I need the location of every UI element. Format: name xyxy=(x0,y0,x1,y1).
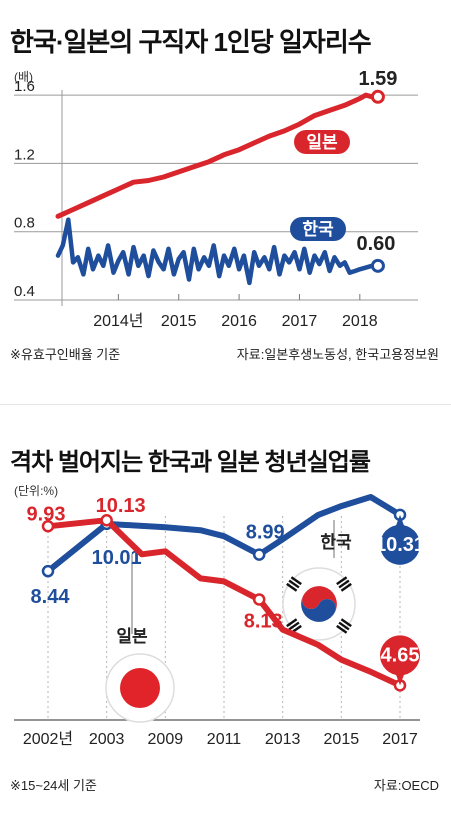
chart2-japan-line xyxy=(45,517,403,689)
chart1-korea-series-label: 한국 xyxy=(302,220,334,239)
chart1-japan-series-label: 일본 xyxy=(306,133,338,152)
chart2-korea-end-badge xyxy=(380,524,420,565)
korea-flag-trigram-bar xyxy=(290,576,302,586)
chart2-x-tick-label: 2015 xyxy=(324,731,360,748)
chart1-korea-end-point xyxy=(370,258,385,273)
chart2-korea-value-label: 10.01 xyxy=(92,547,142,569)
chart2-x-tick-label: 2017 xyxy=(382,731,418,748)
chart1-unit-label: (배) xyxy=(14,70,34,84)
chart1-y-tick-label: 1.6 xyxy=(14,78,35,95)
chart1-note: ※유효구인배율 기준 xyxy=(10,347,121,362)
korea-flag-trigram-bar xyxy=(288,621,300,631)
chart2-title: 격차 벌어지는 한국과 일본 청년실업률 xyxy=(10,449,371,476)
korea-flag-trigram-bar xyxy=(340,582,352,592)
chart2-japan-value-label: 8.13 xyxy=(244,610,283,632)
korea-flag-trigram-bar xyxy=(338,579,350,589)
chart1-y-tick-label: 0.4 xyxy=(14,283,35,300)
chart1-japan-end-value: 1.59 xyxy=(358,68,397,90)
chart2-japan-value-label: 10.13 xyxy=(96,495,146,517)
chart2-note: ※15~24세 기준 xyxy=(10,778,97,793)
chart2-source: 자료:OECD xyxy=(373,778,439,793)
chart2-panel: 격차 벌어지는 한국과 일본 청년실업률 (단위:%) 2002년 2003 200… xyxy=(0,420,451,816)
korea-flag-trigram-bar xyxy=(338,621,350,631)
chart2-japan-series-label: 일본 xyxy=(116,627,148,646)
chart1-korea-name-pill xyxy=(290,217,346,241)
korea-flag-trigram xyxy=(336,618,352,634)
chart2-korea-point xyxy=(41,564,55,578)
chart1-korea-end-value: 0.60 xyxy=(356,233,395,255)
korea-flag-trigram xyxy=(336,576,352,592)
chart1-panel: 한국·일본의 구직자 1인당 일자리수 (배) 0.4 0.8 1.2 1.6 2014… xyxy=(0,0,451,380)
chart2-korea-series-label: 한국 xyxy=(320,533,352,552)
chart1-x-tick-label: 2016 xyxy=(221,313,257,330)
korea-flag-trigram-bar xyxy=(336,576,348,586)
chart2-korea-end-value: 10.31 xyxy=(375,534,425,556)
korea-flag-trigram-bar xyxy=(340,618,352,628)
chart1-y-tick-label: 0.8 xyxy=(14,215,35,232)
chart1-korea-line xyxy=(55,217,381,286)
chart2-japan-end-value: 4.65 xyxy=(381,644,420,666)
chart2-korea-value-label: 8.99 xyxy=(246,522,285,544)
chart1-x-tick-label: 2014년 xyxy=(93,312,143,330)
chart1-japan-end-point xyxy=(370,89,385,104)
chart1-x-tick-label: 2015 xyxy=(161,313,197,330)
chart2-x-tick-label: 2011 xyxy=(207,731,242,748)
chart1-source: 자료:일본후생노동성, 한국고용정보원 xyxy=(236,347,439,362)
korea-flag-trigram-bar xyxy=(286,618,298,628)
chart2-x-tick-label: 2013 xyxy=(265,731,301,748)
chart2-japan-point xyxy=(252,593,266,606)
chart2-x-tick-label: 2009 xyxy=(148,731,184,748)
japan-flag-sun xyxy=(120,668,160,708)
chart1-japan-name-pill xyxy=(294,130,350,154)
korea-flag-trigram-bar xyxy=(288,579,300,589)
chart2-x-tick-label: 2003 xyxy=(89,731,125,748)
chart2-japan-end-badge xyxy=(380,635,420,676)
chart1-japan-line xyxy=(55,92,381,219)
chart2-korea-value-label: 8.44 xyxy=(31,586,71,608)
korea-flag-trigram-bar xyxy=(336,624,348,634)
chart1-svg: 0.4 0.8 1.2 1.6 2014년 2015 2016 2017 2018 1.59 일본 0… xyxy=(14,68,418,330)
panel-separator xyxy=(0,404,451,405)
chart2-japan-point xyxy=(100,513,113,527)
chart2-korea-point xyxy=(252,548,266,561)
korea-flag-taegeuk-blue xyxy=(301,596,336,622)
chart2-svg: 2002년 2003 2009 2011 2013 2015 2017 8.44 10.01 8.… xyxy=(14,494,425,748)
chart1-y-tick-label: 1.2 xyxy=(14,146,35,163)
korea-flag-trigram-bar xyxy=(286,582,298,592)
chart1-x-tick-label: 2017 xyxy=(282,313,318,330)
korea-flag-taegeuk-red xyxy=(302,586,337,612)
chart2-x-tick-label: 2002년 xyxy=(23,730,73,748)
chart2-unit-label: (단위:%) xyxy=(14,484,59,498)
chart2-japan-value-label: 9.93 xyxy=(27,503,66,525)
chart1-title: 한국·일본의 구직자 1인당 일자리수 xyxy=(10,27,372,57)
chart2-japan-point xyxy=(41,520,55,533)
chart1-x-tick-label: 2018 xyxy=(342,313,378,330)
korea-flag-trigram xyxy=(286,576,302,592)
